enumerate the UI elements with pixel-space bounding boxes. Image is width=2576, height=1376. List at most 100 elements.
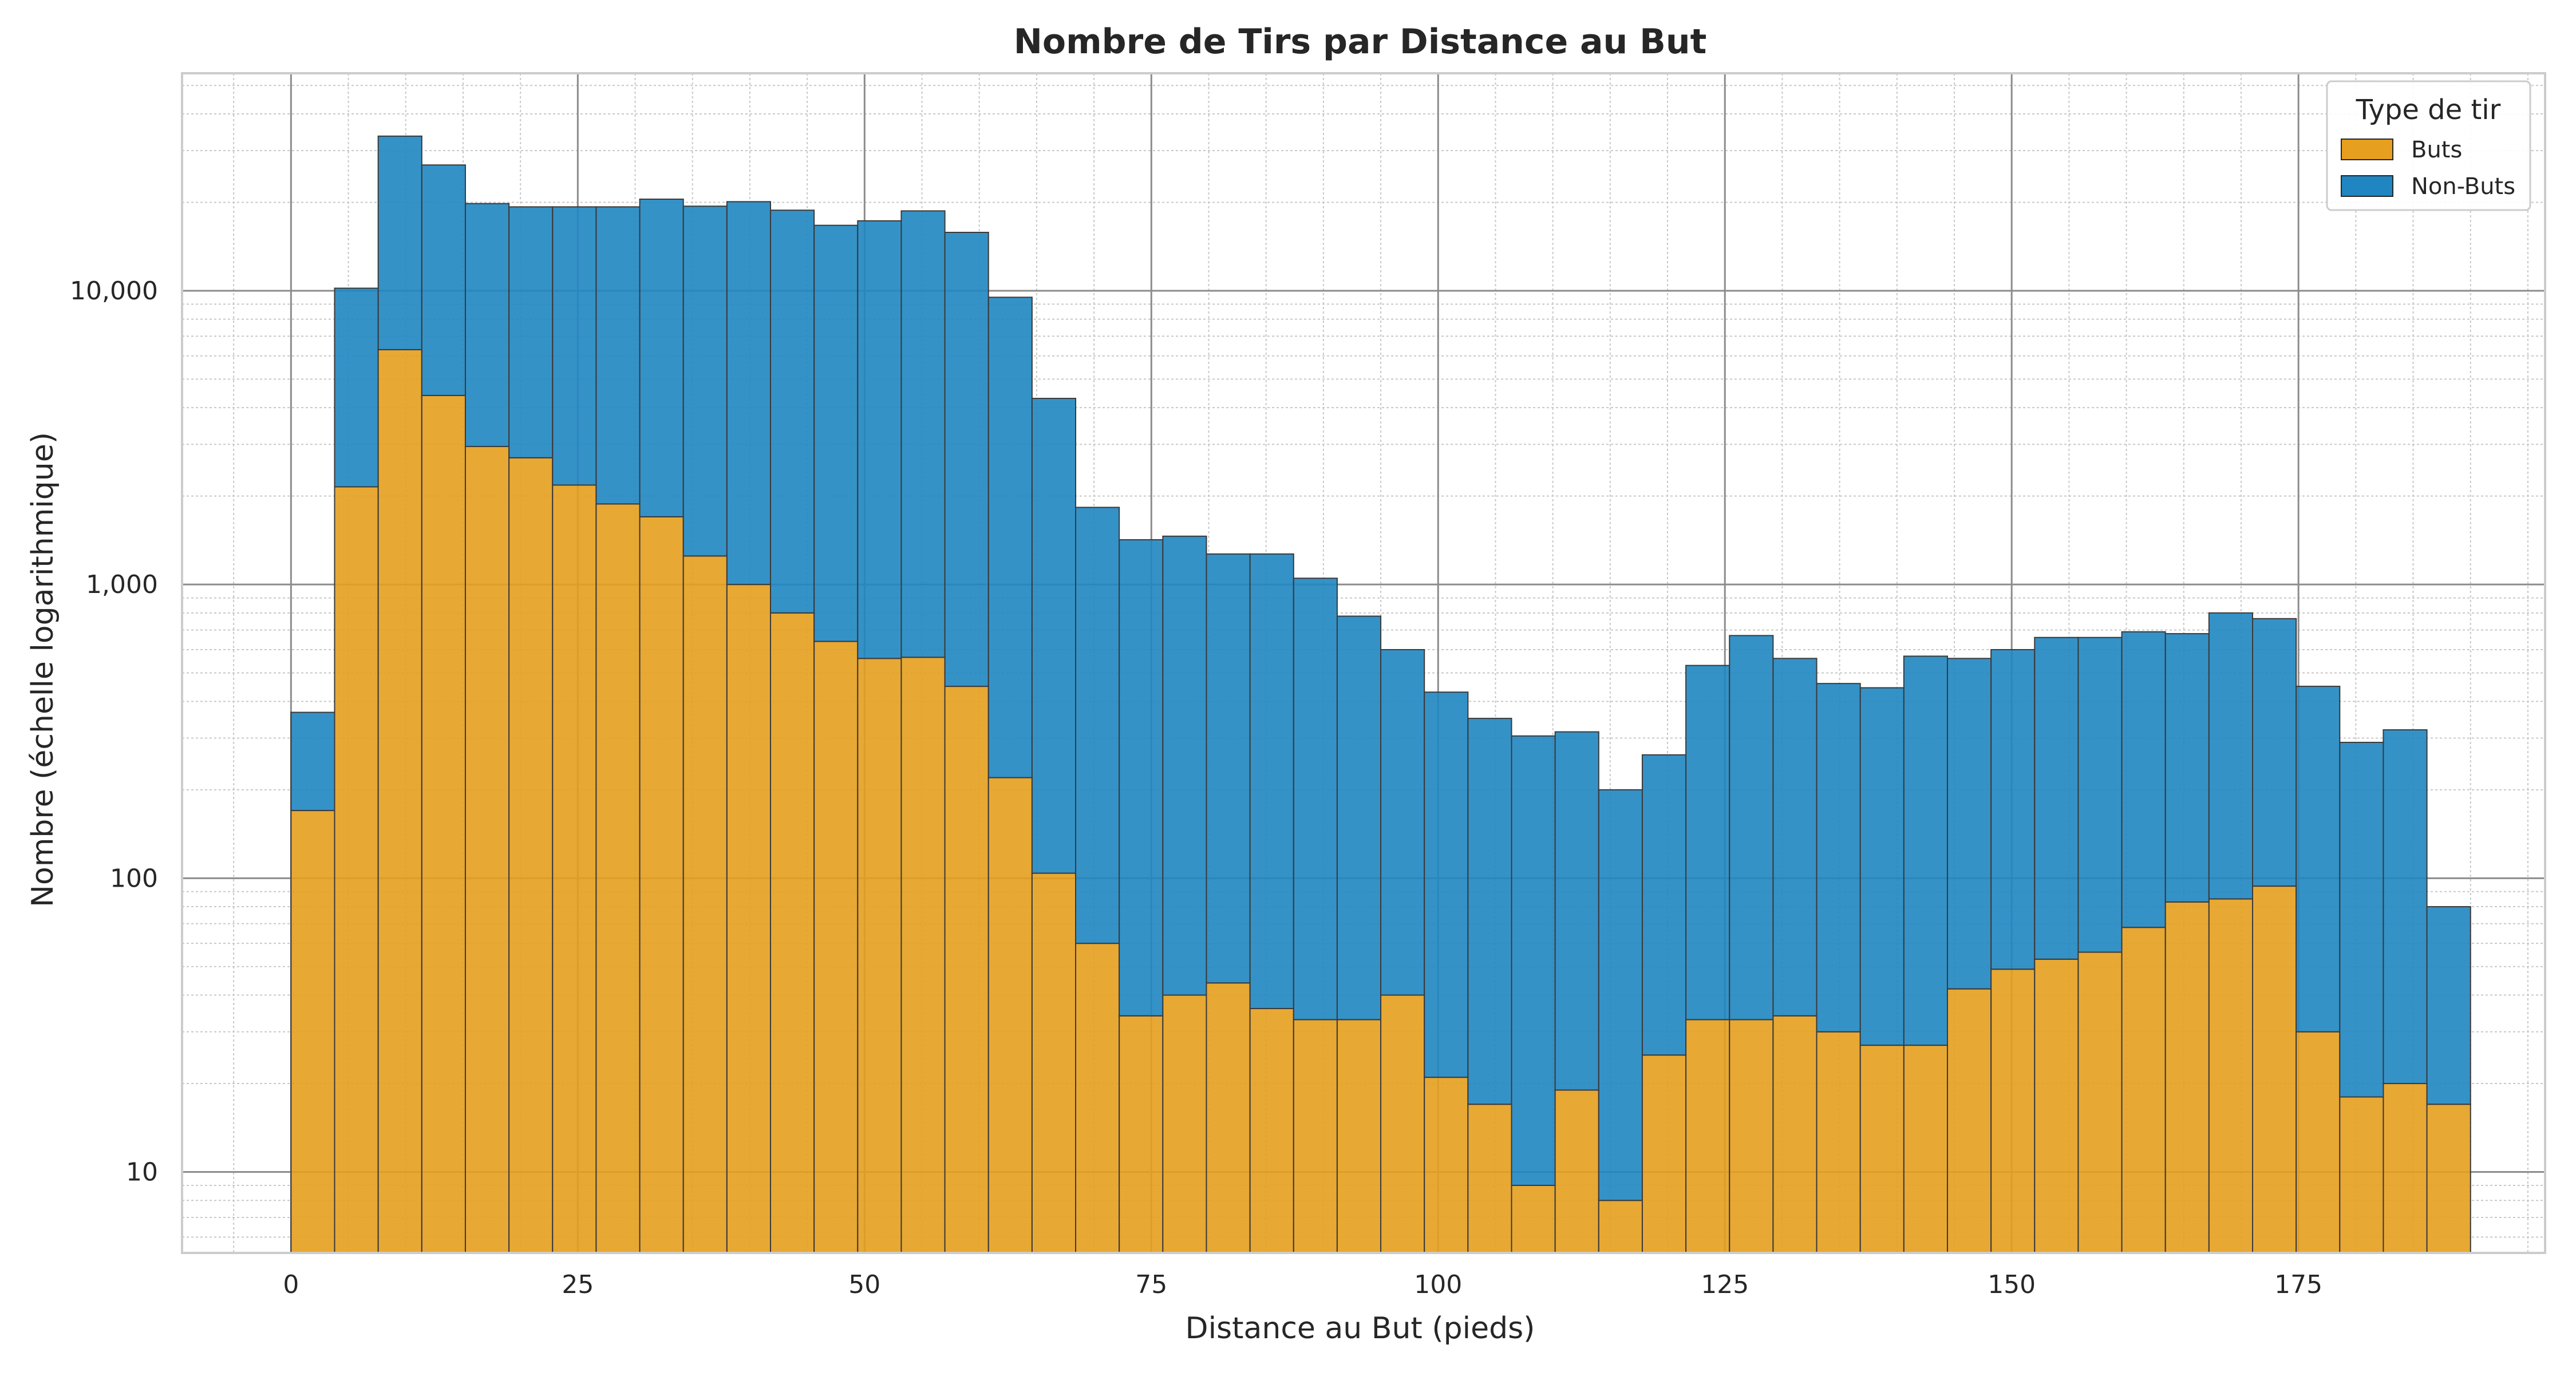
bar-buts (1162, 994, 1207, 1254)
bar-non-buts (1467, 718, 1512, 1105)
bar-buts (2077, 951, 2123, 1254)
bar-buts (2034, 958, 2079, 1254)
bar-buts (2121, 927, 2166, 1254)
bar-non-buts (1206, 553, 1251, 984)
x-tick-label: 175 (2274, 1270, 2322, 1299)
bar-buts (421, 394, 466, 1254)
bar-non-buts (900, 210, 946, 658)
bar-non-buts (1729, 635, 1774, 1021)
bar-buts (595, 503, 641, 1254)
legend-swatch-buts (2341, 139, 2393, 160)
bar-non-buts (1424, 691, 1469, 1078)
bar-non-buts (2252, 618, 2297, 887)
bar-non-buts (2121, 631, 2166, 928)
bar-non-buts (2383, 729, 2428, 1085)
bar-buts (2208, 898, 2254, 1254)
bar-non-buts (2034, 636, 2079, 960)
bar-buts (1293, 1019, 1338, 1254)
bar-buts (682, 555, 728, 1254)
bar-buts (726, 584, 771, 1254)
bar-buts (1598, 1200, 1643, 1254)
bar-non-buts (1249, 553, 1294, 1010)
bar-non-buts (1641, 754, 1687, 1056)
bar-non-buts (1946, 658, 1992, 990)
bar-buts (1031, 872, 1077, 1254)
bar-buts (1119, 1015, 1164, 1254)
bar-non-buts (1380, 649, 1425, 996)
bar-buts (1075, 943, 1120, 1254)
bar-non-buts (1816, 683, 1861, 1033)
bar-non-buts (1162, 535, 1207, 996)
bar-non-buts (682, 205, 728, 557)
bar-non-buts (1990, 649, 2036, 970)
bar-non-buts (639, 198, 684, 517)
bar-buts (1990, 968, 2036, 1254)
bar-buts (552, 484, 597, 1254)
bar-non-buts (377, 135, 422, 350)
bar-non-buts (334, 287, 379, 488)
bar-non-buts (987, 296, 1033, 778)
x-tick-label: 125 (1701, 1270, 1749, 1299)
x-tick-label: 100 (1414, 1270, 1462, 1299)
bar-buts (1685, 1019, 1730, 1254)
bar-buts (1729, 1019, 1774, 1254)
x-tick-label: 50 (848, 1270, 880, 1299)
bar-non-buts (2208, 612, 2254, 900)
bar-non-buts (2296, 686, 2341, 1033)
bar-buts (1511, 1184, 1556, 1254)
plot-frame (181, 72, 2546, 1254)
bar-buts (769, 612, 815, 1254)
bar-non-buts (1554, 731, 1599, 1091)
bar-non-buts (595, 206, 641, 505)
bar-non-buts (508, 206, 554, 458)
y-axis-label: Nombre (échelle logarithmique) (26, 432, 60, 907)
x-tick-label: 25 (562, 1270, 594, 1299)
bar-buts (944, 686, 989, 1254)
bar-buts (1859, 1045, 1905, 1254)
bar-non-buts (1598, 789, 1643, 1201)
bar-non-buts (290, 711, 335, 812)
y-tick-label: 1,000 (86, 570, 158, 599)
y-tick-label: 10,000 (70, 276, 158, 306)
bar-buts (1424, 1077, 1469, 1254)
bar-buts (857, 658, 902, 1254)
bar-non-buts (1336, 615, 1382, 1021)
bar-buts (290, 810, 335, 1254)
bar-buts (2339, 1096, 2384, 1254)
bar-buts (2383, 1083, 2428, 1254)
bar-non-buts (1772, 658, 1818, 1017)
bar-non-buts (726, 201, 771, 586)
bar-buts (1249, 1008, 1294, 1254)
bar-buts (1380, 994, 1425, 1254)
bar-buts (987, 777, 1033, 1254)
bar-buts (900, 657, 946, 1254)
bar-non-buts (2077, 636, 2123, 953)
bar-buts (2164, 901, 2210, 1254)
bar-buts (2296, 1031, 2341, 1254)
x-tick-label: 0 (283, 1270, 299, 1299)
bar-buts (813, 640, 859, 1254)
bar-non-buts (1685, 665, 1730, 1021)
bar-non-buts (1511, 735, 1556, 1186)
legend-label-non-buts: Non-Buts (2411, 173, 2515, 200)
bar-non-buts (2339, 742, 2384, 1098)
bar-non-buts (421, 164, 466, 396)
bar-buts (464, 446, 510, 1254)
bar-buts (1903, 1045, 1948, 1254)
bar-buts (1554, 1089, 1599, 1254)
bar-non-buts (1031, 398, 1077, 874)
bar-non-buts (464, 203, 510, 448)
bar-buts (1772, 1015, 1818, 1254)
bar-buts (377, 349, 422, 1254)
legend-title: Type de tir (2356, 94, 2501, 126)
bar-buts (1336, 1019, 1382, 1254)
bar-buts (508, 457, 554, 1254)
chart-title: Nombre de Tirs par Distance au But (1014, 22, 1707, 62)
x-tick-label: 150 (1988, 1270, 2036, 1299)
bar-buts (1816, 1031, 1861, 1254)
bar-non-buts (1903, 655, 1948, 1046)
legend-label-buts: Buts (2411, 137, 2462, 163)
bar-non-buts (944, 231, 989, 687)
bar-buts (639, 516, 684, 1254)
